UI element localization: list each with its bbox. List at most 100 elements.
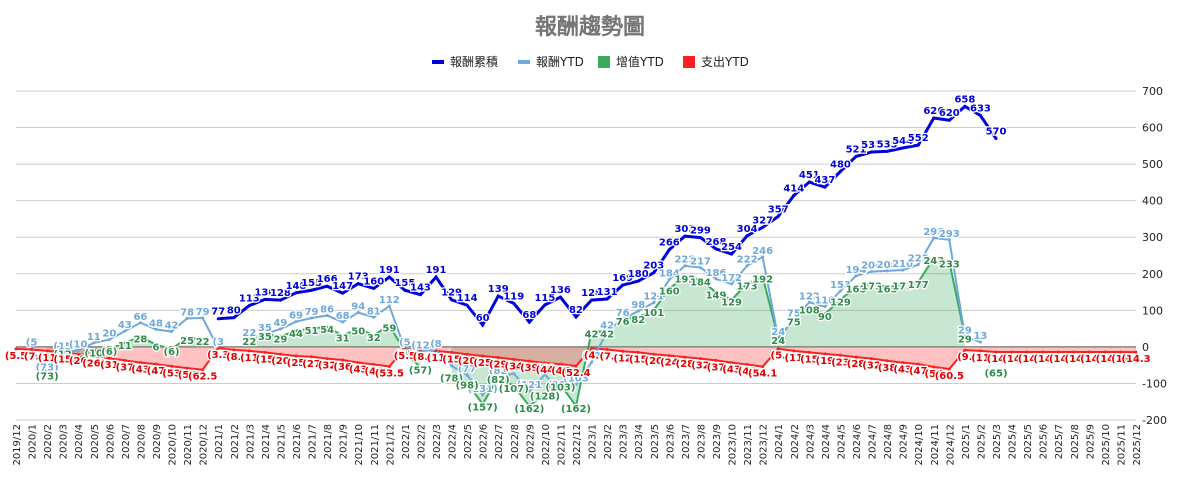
x-tick-label: 2019/12 (12, 424, 23, 466)
data-label: 101 (643, 308, 664, 319)
data-label: 191 (426, 265, 447, 276)
data-point (870, 270, 874, 274)
data-label: 357 (768, 204, 789, 215)
data-point (714, 358, 718, 362)
data-label: 81 (367, 306, 381, 317)
data-point (776, 336, 780, 340)
data-point (683, 234, 687, 238)
area-fill (451, 258, 965, 407)
data-label: (60.5 (935, 371, 964, 382)
data-label: (48 (365, 366, 384, 377)
area-edge (249, 323, 422, 369)
x-tick-label: 2024/4 (821, 424, 832, 459)
data-label: (73) (502, 363, 525, 374)
data-label: (14 (1033, 354, 1052, 365)
data-point (294, 329, 298, 333)
data-point (154, 343, 158, 347)
data-point (605, 330, 609, 334)
data-point (652, 301, 656, 305)
data-point (418, 293, 422, 297)
y-tick-label: 0 (1142, 341, 1149, 354)
x-tick-label: 2025/6 (1039, 424, 1050, 459)
data-point (512, 372, 516, 376)
data-label: (131) (468, 384, 498, 395)
data-label: (28 (676, 359, 695, 370)
data-point (372, 315, 376, 319)
x-tick-label: 2024/11 (930, 424, 941, 466)
data-point (512, 301, 516, 305)
data-label: 131 (597, 287, 618, 298)
data-label: (48 (738, 366, 757, 377)
data-point (730, 282, 734, 286)
data-label: 173 (348, 272, 369, 283)
x-tick-label: 2020/2 (43, 424, 54, 459)
y-tick-label: -100 (1142, 377, 1167, 390)
data-label: 521 (846, 144, 867, 155)
data-label: (25 (287, 358, 306, 369)
data-label: (62.5 (188, 372, 217, 383)
data-label: 533 (861, 140, 882, 151)
data-label: (38 (878, 363, 897, 374)
x-tick-label: 2024/2 (790, 424, 801, 459)
x-tick-label: 2023/2 (603, 424, 614, 459)
x-tick-label: 2025/8 (1070, 424, 1081, 459)
data-point (621, 349, 625, 353)
data-label: 29 (958, 325, 972, 336)
data-label: 24 (771, 327, 785, 338)
legend-swatch (598, 56, 610, 68)
data-label: 160 (659, 286, 680, 297)
data-point (730, 361, 734, 365)
data-point (761, 365, 765, 369)
data-label: (43 (722, 365, 741, 376)
data-point (496, 355, 500, 359)
data-point (590, 330, 594, 334)
data-label: (14 (1111, 354, 1130, 365)
data-label: 128 (270, 288, 291, 299)
data-label: (5 (26, 338, 38, 349)
x-tick-label: 2024/9 (899, 424, 910, 459)
data-label: 25 (180, 336, 194, 347)
data-label: 160 (363, 276, 384, 287)
x-tick-label: 2024/3 (805, 424, 816, 459)
data-label: (103 (563, 374, 588, 385)
data-label: 327 (752, 215, 773, 226)
chart-title: 報酬趨勢圖 (535, 14, 645, 40)
data-point (61, 350, 65, 354)
data-label: (14 (1096, 354, 1115, 365)
data-label: (26) (82, 358, 105, 369)
data-label: 98 (631, 300, 645, 311)
data-label: (10 (69, 340, 88, 351)
legend: 報酬累積 報酬YTD 增值YTD 支出YTD (432, 54, 749, 69)
data-point (450, 373, 454, 377)
x-tick-label: 2022/5 (463, 424, 474, 459)
data-label: 20 (102, 329, 116, 340)
data-point (216, 346, 220, 350)
data-label: (36 (333, 362, 352, 373)
x-tick-label: 2022/1 (401, 424, 412, 459)
data-point (558, 295, 562, 299)
data-point (807, 180, 811, 184)
data-point (341, 320, 345, 324)
data-label: 79 (196, 307, 210, 318)
data-point (372, 362, 376, 366)
data-label: 76 (616, 317, 630, 328)
data-label: (57) (409, 366, 432, 377)
data-point (527, 320, 531, 324)
data-point (185, 316, 189, 320)
data-label: 173 (861, 282, 882, 293)
data-label: 77 (211, 307, 225, 318)
data-point (574, 364, 578, 368)
data-label: (34 (505, 361, 524, 372)
data-label: 172 (721, 273, 742, 284)
data-point (294, 320, 298, 324)
data-point (885, 359, 889, 363)
x-tick-label: 2021/3 (245, 424, 256, 459)
data-point (481, 393, 485, 397)
data-label: 268 (706, 237, 727, 248)
x-tick-label: 2022/11 (556, 424, 567, 466)
data-point (745, 282, 749, 286)
data-label: (12 (53, 349, 72, 360)
data-label: 42 (585, 330, 599, 341)
data-label: (121 (517, 380, 542, 391)
